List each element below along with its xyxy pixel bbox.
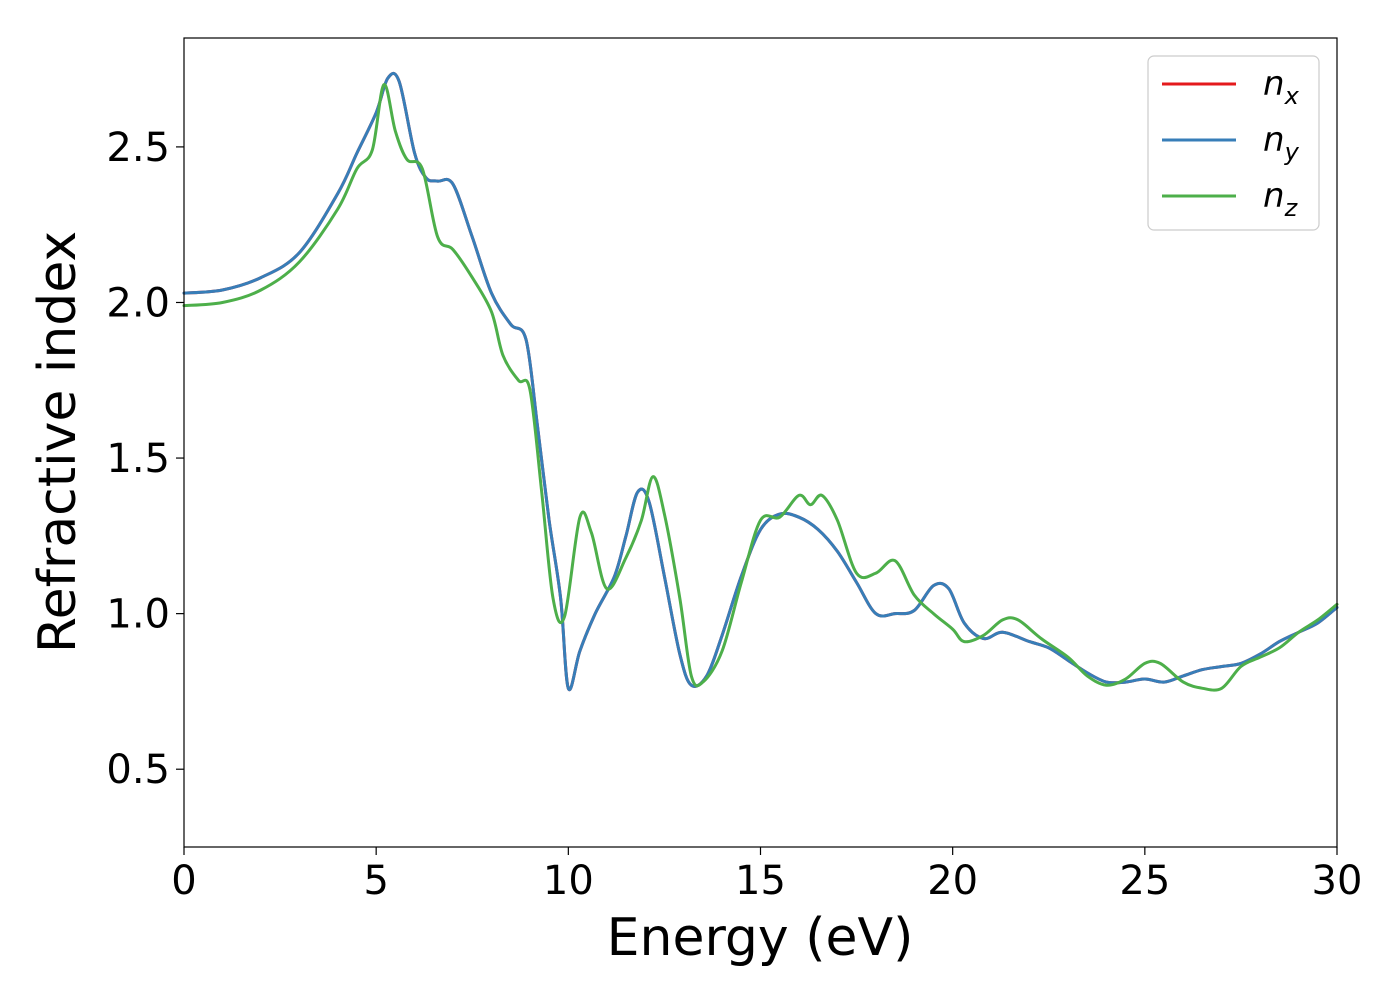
x-tick-label: 20 [927, 858, 978, 904]
y-tick-label: 1.5 [106, 436, 170, 482]
x-ticks: 0 5 10 15 20 25 30 [171, 847, 1362, 904]
y-tick-label: 1.0 [106, 592, 170, 638]
series-line-nz [182, 83, 1339, 692]
x-tick-label: 25 [1119, 858, 1170, 904]
y-tick-label: 2.5 [106, 125, 170, 171]
x-tick-label: 15 [735, 858, 786, 904]
series-group [182, 71, 1339, 692]
x-tick-label: 0 [171, 858, 196, 904]
legend: nx ny nz [1147, 55, 1320, 231]
x-tick-label: 30 [1312, 858, 1363, 904]
y-axis-title: Refractive index [28, 231, 88, 653]
plot-area [184, 38, 1337, 847]
legend-label-nz: nz [1263, 176, 1299, 222]
x-axis-title: Energy (eV) [607, 908, 914, 968]
y-ticks: 0.5 1.0 1.5 2.0 2.5 [106, 125, 184, 793]
legend-label-ny: ny [1263, 120, 1300, 166]
legend-label-nx: nx [1263, 64, 1300, 110]
y-tick-label: 0.5 [106, 747, 170, 793]
legend-box [1147, 55, 1320, 231]
x-tick-label: 10 [543, 858, 594, 904]
x-tick-label: 5 [363, 858, 388, 904]
series-line-ny [182, 71, 1339, 692]
y-tick-label: 2.0 [106, 280, 170, 326]
